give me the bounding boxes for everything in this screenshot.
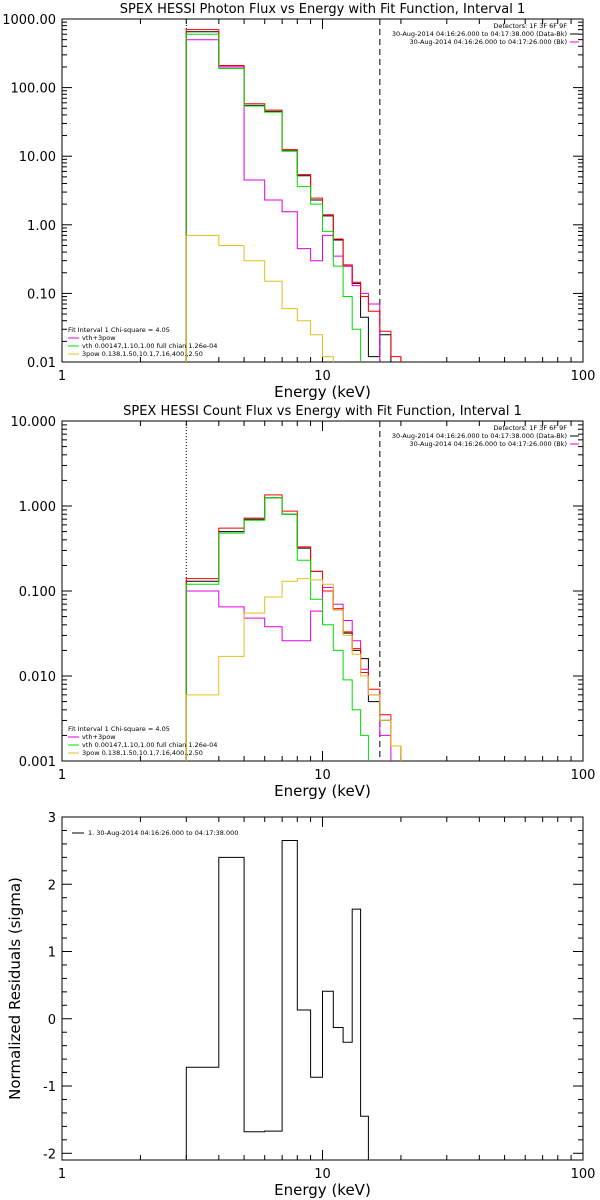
- x-tick-label: 1: [58, 768, 66, 783]
- y-tick-label: 100.00: [11, 82, 57, 97]
- x-tick-label: 100: [571, 369, 596, 384]
- series-black-histogram: [185, 840, 369, 1160]
- y-tick-label: 10.000: [11, 415, 57, 430]
- plot-frame: [61, 816, 584, 1161]
- x-tick-label: 10: [314, 768, 331, 783]
- plot-area: [185, 840, 369, 1160]
- series-black-histogram: [185, 31, 392, 362]
- x-tick-label: 100: [571, 768, 596, 783]
- series-yellow-histogram: [185, 578, 402, 761]
- legend-bottom-entry: 3pow 0.138,1.50,10.1,7.16,400.,2.50: [82, 350, 203, 358]
- x-axis-label: Energy (keV): [274, 383, 371, 401]
- legend-entry: 1. 30-Aug-2014 04:16:26.000 to 04:17:38.…: [88, 829, 238, 837]
- x-tick-label: 1: [58, 369, 66, 384]
- x-tick-label: 10: [314, 1167, 331, 1182]
- y-tick-label: 0: [48, 1013, 56, 1028]
- x-tick-label: 10: [314, 369, 331, 384]
- legend-bottom-entry: vth+3pow: [82, 733, 116, 741]
- y-tick-label: 1.000: [19, 500, 56, 515]
- y-tick-label: 1.00: [27, 219, 56, 234]
- plot-frame: [61, 18, 584, 363]
- x-axis-label: Energy (keV): [274, 782, 371, 800]
- plot-area: [185, 494, 402, 761]
- y-tick-label: -2: [43, 1147, 56, 1162]
- y-tick-label: 1: [48, 946, 56, 961]
- y-tick-label: 1000.00: [2, 13, 56, 28]
- legend-top-entry: Detectors: 1F 3F 6F 9F: [493, 424, 567, 432]
- y-tick-label: 0.10: [27, 287, 56, 302]
- chart-title: SPEX HESSI Count Flux vs Energy with Fit…: [123, 404, 522, 419]
- y-tick-label: 3: [48, 811, 56, 826]
- y-tick-label: -1: [43, 1080, 56, 1095]
- legend-top-entry: 30-Aug-2014 04:16:26.000 to 04:17:38.000…: [392, 432, 567, 440]
- legend-top-entry: 30-Aug-2014 04:16:26.000 to 04:17:26.000…: [410, 38, 567, 46]
- legend-bottom-entry: vth 0.00147,1.10,1.00 full chian 1.26e-0…: [82, 741, 217, 749]
- x-axis-label: Energy (keV): [274, 1181, 371, 1199]
- chart-panel-2: SPEX HESSI Count Flux vs Energy with Fit…: [11, 404, 596, 800]
- x-tick-label: 100: [571, 1167, 596, 1182]
- x-tick-label: 1: [58, 1167, 66, 1182]
- y-tick-label: 0.01: [27, 356, 56, 371]
- legend-bottom-entry: Fit Interval 1 Chi-square = 4.05: [68, 725, 170, 733]
- legend-top-entry: Detectors: 1F 3F 6F 9F: [493, 22, 567, 30]
- y-tick-label: 2: [48, 878, 56, 893]
- y-tick-label: 10.00: [19, 150, 56, 165]
- y-tick-label: 0.001: [19, 755, 56, 770]
- legend-top-entry: 30-Aug-2014 04:16:26.000 to 04:17:26.000…: [410, 440, 567, 448]
- legend-top-entry: 30-Aug-2014 04:16:26.000 to 04:17:38.000…: [392, 30, 567, 38]
- legend-bottom-entry: vth 0.00147,1.10,1.00 full chian 1.26e-0…: [82, 342, 217, 350]
- chart-panel-1: SPEX HESSI Photon Flux vs Energy with Fi…: [2, 2, 596, 401]
- series-magenta-histogram: [185, 39, 381, 362]
- legend-bottom-entry: vth+3pow: [82, 334, 116, 342]
- series-red-histogram: [185, 494, 402, 761]
- legend-bottom-entry: 3pow 0.138,1.50,10.1,7.16,400.,2.50: [82, 749, 203, 757]
- legend-bottom-entry: Fit Interval 1 Chi-square = 4.05: [68, 326, 170, 334]
- series-green-histogram: [185, 497, 369, 761]
- series-green-histogram: [185, 33, 362, 362]
- plot-area: [185, 29, 402, 362]
- chart-title: SPEX HESSI Photon Flux vs Energy with Fi…: [120, 2, 526, 17]
- y-tick-label: 0.100: [19, 585, 56, 600]
- series-red-histogram: [185, 29, 402, 362]
- series-yellow-histogram: [185, 234, 334, 362]
- y-tick-label: 0.010: [19, 670, 56, 685]
- y-axis-label: Normalized Residuals (sigma): [6, 877, 24, 1100]
